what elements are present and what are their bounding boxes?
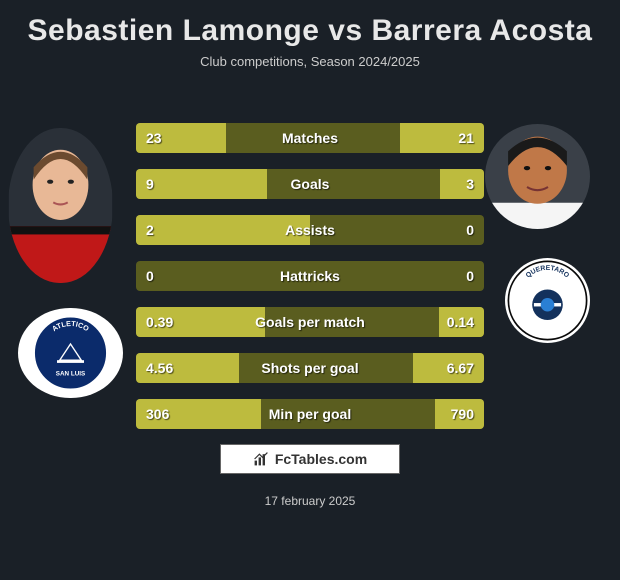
- brand-label: FcTables.com: [275, 451, 367, 467]
- chart-icon: [253, 451, 269, 467]
- stat-row: 93Goals: [136, 169, 484, 199]
- player1-club-badge: ATLETICOSAN LUIS: [18, 308, 123, 398]
- stats-table: 2321Matches 93Goals 20Assists 00Hattricks 0.…: [136, 123, 484, 445]
- subtitle: Club competitions, Season 2024/2025: [0, 54, 620, 83]
- date-label: 17 february 2025: [0, 494, 620, 508]
- player2-club-badge: QUERETARO: [505, 258, 590, 343]
- brand-badge: FcTables.com: [220, 444, 400, 474]
- stat-row: 2321Matches: [136, 123, 484, 153]
- stat-label: Shots per goal: [136, 353, 484, 383]
- stat-row: 00Hattricks: [136, 261, 484, 291]
- page-title: Sebastien Lamonge vs Barrera Acosta: [0, 0, 620, 54]
- stat-row: 306790Min per goal: [136, 399, 484, 429]
- player2-photo: [485, 124, 590, 229]
- stat-row: 4.566.67Shots per goal: [136, 353, 484, 383]
- player1-photo: [8, 128, 113, 283]
- stat-label: Matches: [136, 123, 484, 153]
- stat-row: 0.390.14Goals per match: [136, 307, 484, 337]
- stat-label: Assists: [136, 215, 484, 245]
- stat-label: Goals per match: [136, 307, 484, 337]
- svg-text:SAN LUIS: SAN LUIS: [56, 371, 85, 378]
- stat-row: 20Assists: [136, 215, 484, 245]
- stat-label: Min per goal: [136, 399, 484, 429]
- stat-label: Hattricks: [136, 261, 484, 291]
- stat-label: Goals: [136, 169, 484, 199]
